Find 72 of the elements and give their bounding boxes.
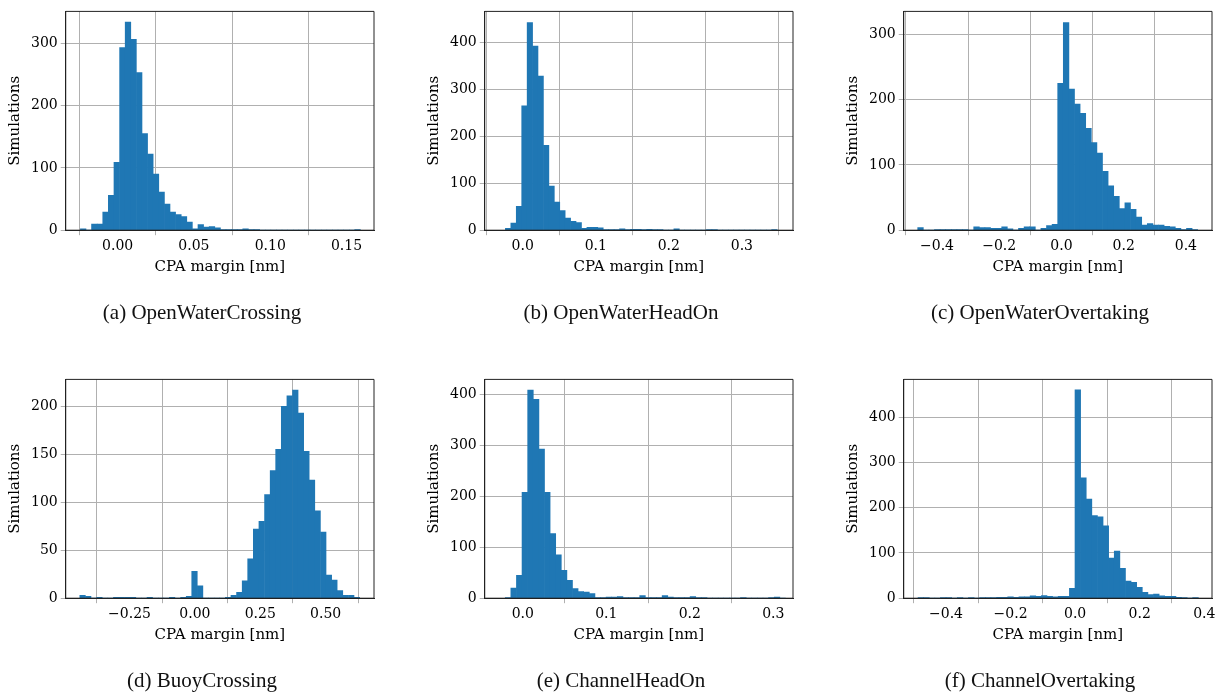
y-tick-label: 150: [30, 444, 58, 461]
x-tick-label: 0.2: [1128, 605, 1151, 622]
x-axis-title: CPA margin [nm]: [573, 256, 705, 275]
y-tick-label: 300: [868, 24, 896, 41]
x-tick-label: 0.05: [178, 237, 210, 254]
x-tick-label: −0.25: [108, 605, 151, 622]
y-tick-label: 400: [868, 408, 896, 425]
text: (b) OpenWaterHeadOn: [522, 300, 720, 325]
text: (e) ChannelHeadOn: [535, 668, 707, 693]
x-tick-label: 0.3: [730, 237, 753, 254]
y-tick-label: 400: [449, 385, 477, 402]
y-tick-label: 0: [48, 220, 58, 237]
y-tick-label: 0: [886, 220, 896, 237]
y-tick-label: 100: [449, 173, 477, 190]
text: (d) BuoyCrossing: [126, 668, 278, 693]
x-tick-label: 0.4: [1193, 605, 1216, 622]
y-tick-label: 300: [868, 453, 896, 470]
x-tick-label: −0.4: [920, 237, 955, 254]
x-tick-label: −0.2: [982, 237, 1017, 254]
x-tick-label: −0.2: [993, 605, 1028, 622]
y-tick-label: 0: [48, 588, 58, 605]
y-axis-title: Simulations: [4, 75, 23, 166]
text: (a) OpenWaterCrossing: [101, 300, 303, 325]
y-axis-title: Simulations: [423, 75, 442, 166]
y-tick-label: 200: [30, 396, 58, 413]
x-tick-label: 0.3: [762, 605, 785, 622]
y-tick-label: 100: [30, 492, 58, 509]
y-axis-title: Simulations: [4, 443, 23, 534]
y-tick-label: 100: [30, 158, 58, 175]
x-axis-title: CPA margin [nm]: [992, 256, 1124, 275]
x-tick-label: 0.4: [1174, 237, 1198, 254]
y-tick-label: 300: [449, 436, 477, 453]
x-axis-title: CPA margin [nm]: [573, 624, 705, 643]
y-tick-label: 200: [868, 90, 896, 107]
x-axis-title: CPA margin [nm]: [154, 624, 286, 643]
x-tick-label: 0.0: [511, 605, 534, 622]
text: (c) OpenWaterOvertaking: [929, 300, 1151, 325]
text: (f) ChannelOvertaking: [943, 668, 1137, 693]
x-tick-label: 0.00: [102, 237, 134, 254]
x-tick-label: 0.10: [254, 237, 286, 254]
y-axis-title: Simulations: [842, 443, 861, 534]
x-tick-label: 0.25: [244, 605, 276, 622]
y-tick-label: 0: [467, 588, 477, 605]
y-tick-label: 200: [30, 96, 58, 113]
y-tick-label: 300: [449, 79, 477, 96]
x-axis-title: CPA margin [nm]: [154, 256, 286, 275]
y-tick-label: 50: [39, 540, 58, 557]
y-axis-title: Simulations: [423, 443, 442, 534]
y-tick-label: 200: [868, 498, 896, 515]
y-tick-label: 300: [30, 33, 58, 50]
x-tick-label: 0.2: [1112, 237, 1135, 254]
y-tick-label: 100: [449, 537, 477, 554]
y-tick-label: 200: [449, 126, 477, 143]
y-tick-label: 0: [886, 588, 896, 605]
y-tick-label: 0: [467, 220, 477, 237]
x-tick-label: 0.2: [657, 237, 680, 254]
x-tick-label: 0.0: [511, 237, 534, 254]
x-tick-label: 0.0: [1064, 605, 1087, 622]
y-tick-label: 100: [868, 543, 896, 560]
x-tick-label: 0.50: [310, 605, 342, 622]
x-axis-title: CPA margin [nm]: [992, 624, 1124, 643]
x-tick-label: 0.15: [330, 237, 363, 254]
x-tick-label: 0.1: [584, 237, 607, 254]
x-tick-label: 0.00: [179, 605, 211, 622]
y-tick-label: 100: [868, 155, 896, 172]
x-tick-label: 0.2: [678, 605, 701, 622]
x-tick-label: 0.0: [1050, 237, 1073, 254]
x-tick-label: 0.1: [595, 605, 618, 622]
x-tick-label: −0.4: [929, 605, 964, 622]
y-axis-title: Simulations: [842, 75, 861, 166]
y-tick-label: 200: [449, 487, 477, 504]
y-tick-label: 400: [449, 33, 477, 50]
